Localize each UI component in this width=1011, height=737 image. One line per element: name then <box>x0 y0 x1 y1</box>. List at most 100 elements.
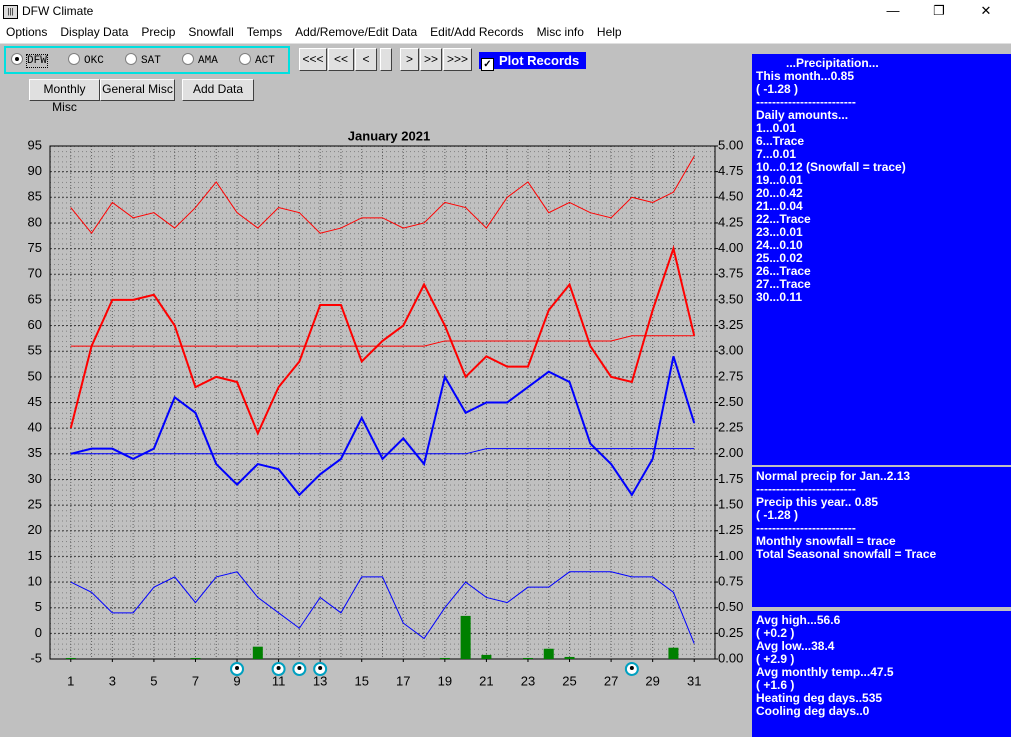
temp-line <box>69 244 696 436</box>
y-tick-label: 10 <box>28 573 42 588</box>
y-tick-label: 55 <box>28 343 42 358</box>
nav-button[interactable]: >>> <box>443 48 472 71</box>
x-tick-label: 17 <box>396 673 410 688</box>
close-button[interactable]: ✕ <box>980 3 992 18</box>
precip-panel: ...Precipitation... This month...0.85( -1… <box>752 54 1011 465</box>
y-tick-label: 75 <box>28 240 42 255</box>
y2-tick-label: 2.25 <box>718 420 743 435</box>
chart-title: January 2021 <box>348 128 430 143</box>
station-radio[interactable]: DFW <box>11 53 48 68</box>
y2-tick-label: 1.25 <box>718 522 743 537</box>
y-tick-label: 60 <box>28 317 42 332</box>
snow-icon-dot <box>276 666 281 670</box>
menu-item[interactable]: Snowfall <box>188 25 234 39</box>
panel-line: Normal precip for Jan..2.13 <box>756 469 911 483</box>
menu-item[interactable]: Help <box>596 25 622 39</box>
precip-bar <box>522 657 533 659</box>
station-radio[interactable]: OKC <box>68 53 104 67</box>
y-tick-label: 50 <box>28 368 42 383</box>
y2-tick-label: 0.25 <box>718 625 743 640</box>
y2-tick-label: 0.00 <box>718 650 743 665</box>
blank-button[interactable] <box>380 48 392 71</box>
x-tick-label: 9 <box>233 673 240 688</box>
y-tick-label: 95 <box>28 137 42 152</box>
panel-line: Avg high...56.6 <box>756 613 841 627</box>
x-tick-label: 29 <box>645 673 659 688</box>
x-tick-label: 31 <box>687 673 701 688</box>
panel-line: 30...0.11 <box>756 290 803 304</box>
minimize-button[interactable]: — <box>886 3 900 18</box>
y-tick-label: 30 <box>28 471 42 486</box>
panel-line: ( -1.28 ) <box>756 508 799 522</box>
menu-item[interactable]: Options <box>6 25 48 39</box>
precip-bar <box>252 646 263 659</box>
y2-tick-label: 1.00 <box>718 548 743 563</box>
action-button[interactable]: Monthly Misc <box>29 79 100 114</box>
nav-button[interactable]: <<< <box>299 48 327 71</box>
station-radio[interactable]: SAT <box>125 53 161 67</box>
y2-tick-label: 2.50 <box>718 394 743 409</box>
menu-item[interactable]: Temps <box>246 25 283 39</box>
y-tick-label: 20 <box>28 522 42 537</box>
nav-button[interactable]: < <box>355 48 377 71</box>
radio-circle <box>239 53 251 65</box>
panel-line: 27...Trace <box>756 277 811 291</box>
menu-item[interactable]: Precip <box>141 25 176 39</box>
nav-button[interactable]: << <box>328 48 354 71</box>
y-tick-label: 90 <box>28 163 42 178</box>
y2-tick-label: 3.50 <box>718 291 743 306</box>
y2-tick-label: 2.00 <box>718 445 743 460</box>
station-label: SAT <box>141 55 161 67</box>
action-button[interactable]: General Misc <box>100 79 175 101</box>
y-tick-label: 25 <box>28 497 42 512</box>
station-label: OKC <box>84 55 104 67</box>
station-label: AMA <box>198 55 218 67</box>
radio-circle <box>11 53 23 65</box>
temp-line <box>70 571 695 644</box>
panel-line: ( +2.9 ) <box>756 652 795 666</box>
y-tick-label: 85 <box>28 189 42 204</box>
temp-line <box>70 448 695 455</box>
panel-line: ...Precipitation... <box>786 56 879 70</box>
y2-tick-label: 0.50 <box>718 599 743 614</box>
plot-records-checkbox[interactable]: ✓ Plot Records <box>479 52 586 71</box>
panel-line: 1...0.01 <box>756 121 797 135</box>
panel-line: ( -1.28 ) <box>756 82 799 96</box>
x-tick-label: 3 <box>109 673 116 688</box>
menu-item[interactable]: Edit/Add Records <box>430 25 524 39</box>
x-tick-label: 13 <box>313 673 327 688</box>
precip-bar <box>190 657 201 659</box>
station-radio[interactable]: ACT <box>239 53 275 67</box>
menu-item[interactable]: Add/Remove/Edit Data <box>295 25 418 39</box>
nav-button[interactable]: > <box>400 48 419 71</box>
panel-line: 25...0.02 <box>756 251 803 265</box>
panel-line: Precip this year.. 0.85 <box>756 495 879 509</box>
menu-item[interactable]: Display Data <box>60 25 129 39</box>
x-tick-label: 21 <box>479 673 493 688</box>
action-button[interactable]: Add Data <box>182 79 254 101</box>
panel-line: Cooling deg days..0 <box>756 704 870 718</box>
temps-panel: Avg high...56.6( +0.2 ) Avg low...38.4( +… <box>752 611 1011 737</box>
y2-tick-label: 3.25 <box>718 317 743 332</box>
y2-tick-label: 3.00 <box>718 343 743 358</box>
app-icon: ||| <box>3 5 18 19</box>
radio-circle <box>182 53 194 65</box>
nav-button[interactable]: >> <box>420 48 442 71</box>
menu-item[interactable]: Misc info <box>536 25 584 39</box>
panel-line: 24...0.10 <box>756 238 803 252</box>
y-tick-label: 80 <box>28 214 42 229</box>
precip-bar <box>65 657 76 659</box>
x-tick-label: 11 <box>272 673 286 688</box>
maximize-button[interactable]: ❐ <box>933 3 945 18</box>
temp-line <box>70 156 695 235</box>
station-radio[interactable]: AMA <box>182 53 218 67</box>
y2-tick-label: 4.25 <box>718 214 743 229</box>
plot-records-label: Plot Records <box>499 53 580 68</box>
snow-icon-dot <box>297 666 302 670</box>
y-tick-label: -5 <box>30 650 42 665</box>
y-tick-label: 65 <box>28 291 42 306</box>
x-tick-label: 19 <box>438 673 452 688</box>
precip-bar <box>439 657 450 659</box>
panel-line: Total Seasonal snowfall = Trace <box>756 547 937 561</box>
plot-border <box>49 145 716 660</box>
